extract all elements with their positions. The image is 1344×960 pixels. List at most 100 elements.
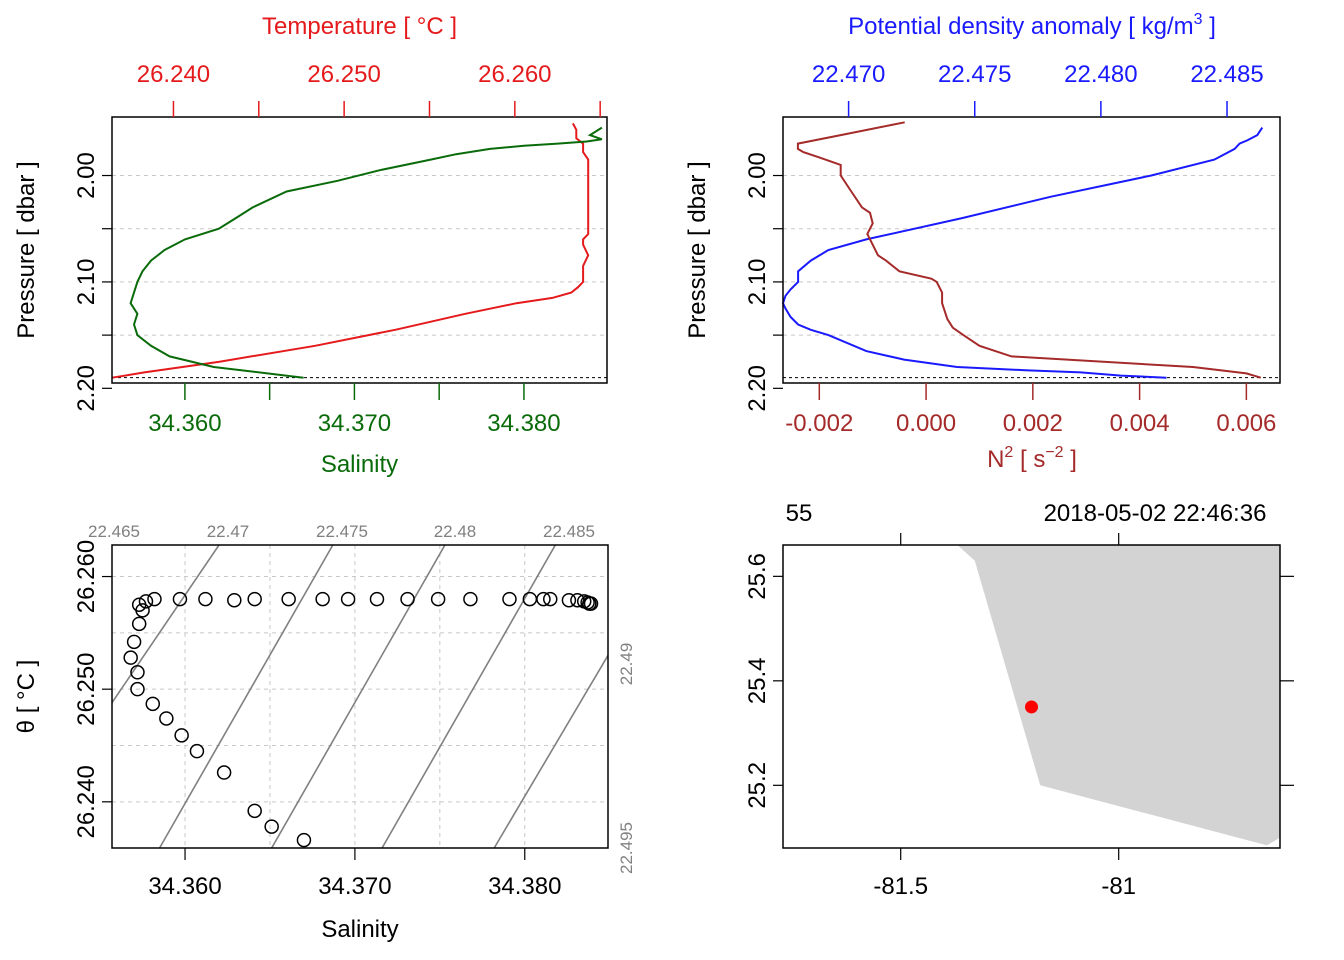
y-tick-label: 25.4 [744, 657, 771, 704]
y-axis-label: Pressure [ dbar ] [684, 161, 711, 338]
top-axis-title: Temperature [ °C ] [262, 13, 457, 40]
top-tick-label: 26.240 [137, 61, 210, 88]
x-tick-label: 34.360 [148, 873, 221, 900]
x-tick-label: -81 [1101, 873, 1136, 900]
ts-point [315, 591, 330, 607]
ts-point [130, 681, 145, 697]
ts-point [130, 665, 145, 680]
bottom-title-n: N [987, 446, 1004, 473]
y-tick-label: 25.6 [744, 553, 771, 600]
bottom-title-sup2: −2 [1045, 444, 1063, 461]
top-title-main: Potential density anomaly [ kg/m [848, 13, 1194, 40]
ts-point [340, 591, 356, 607]
bottom-title-sup: 2 [1004, 444, 1013, 461]
y-tick-label: 2.20 [744, 365, 771, 412]
ts-point [189, 743, 205, 759]
ts-point [227, 592, 242, 608]
density-contour [381, 545, 557, 848]
y-tick-label: 2.00 [744, 152, 771, 199]
ts-point [247, 803, 262, 819]
top-title-end: ] [1203, 13, 1216, 40]
ts-point [131, 597, 147, 612]
ts-point [247, 591, 262, 607]
ts-point [264, 819, 279, 834]
ts-point [281, 591, 296, 607]
ts-point [542, 591, 558, 607]
contour-label-top: 22.465 [88, 522, 140, 541]
y-axis-label: Pressure [ dbar ] [13, 161, 40, 338]
station-point [1025, 700, 1038, 714]
land-polygon [957, 545, 1280, 846]
density-contour [493, 654, 608, 848]
bottom-tick-label: 0.000 [896, 410, 956, 437]
contour-label-right: 22.495 [617, 822, 636, 874]
plot-frame [782, 544, 1281, 849]
plot-frame [782, 116, 1281, 384]
n2-line [796, 121, 1262, 379]
ts-diagram-panel: 34.360 34.370 34.380 Salinity 26.240 26.250 26… [13, 522, 636, 943]
contour-label-top: 22.48 [434, 522, 477, 541]
ts-point [430, 591, 446, 607]
bottom-tick-label: -0.002 [785, 410, 853, 437]
ts-point [463, 591, 478, 607]
contour-label-right: 22.49 [617, 643, 636, 686]
density-line [781, 127, 1264, 379]
bottom-tick-label: 0.004 [1110, 410, 1170, 437]
y-tick-label: 2.10 [744, 259, 771, 306]
top-tick-label: 22.475 [938, 61, 1011, 88]
y-tick-label: 2.00 [73, 152, 100, 199]
bottom-tick-label: 0.006 [1216, 410, 1276, 437]
top-tick-label: 22.485 [1190, 61, 1263, 88]
y-tick-label: 26.250 [73, 652, 100, 725]
y-axis-label: θ [ °C ] [13, 660, 40, 734]
ts-point [561, 592, 577, 608]
density-contour [112, 545, 220, 704]
bottom-title-end: ] [1064, 446, 1077, 473]
bottom-tick-label: 34.360 [148, 410, 221, 437]
bottom-tick-label: 34.370 [318, 410, 391, 437]
plot-frame [111, 544, 609, 849]
ts-point [131, 616, 147, 632]
x-tick-label: -81.5 [873, 873, 928, 900]
ts-point [126, 634, 142, 650]
ts-point [582, 596, 597, 611]
x-tick-label: 34.370 [318, 873, 391, 900]
ts-point [138, 594, 154, 609]
top-title-sup: 3 [1194, 11, 1203, 28]
contour-label-top: 22.475 [316, 522, 368, 541]
y-tick-label: 26.240 [73, 765, 100, 838]
ts-point [536, 591, 551, 607]
y-tick-label: 26.260 [73, 540, 100, 613]
top-axis-title: Potential density anomaly [ kg/m3 ] [848, 11, 1216, 40]
temperature-line [111, 122, 590, 379]
ts-point [172, 591, 188, 607]
x-axis-label: Salinity [321, 916, 398, 943]
station-map-panel: -81.5 -81 25.2 25.4 25.6 55 2018-05-02 22:46:3… [744, 500, 1294, 900]
x-tick-label: 34.380 [488, 873, 561, 900]
ts-point [369, 591, 385, 607]
top-tick-label: 22.480 [1064, 61, 1137, 88]
plot-frame [111, 116, 608, 384]
y-tick-label: 25.2 [744, 762, 771, 809]
ts-point [123, 650, 138, 665]
ts-point [198, 591, 213, 607]
bottom-tick-label: 0.002 [1003, 410, 1063, 437]
ts-point [159, 711, 174, 726]
bottom-tick-label: 34.380 [487, 410, 560, 437]
top-tick-label: 26.250 [307, 61, 380, 88]
bottom-title-mid: [ s [1013, 446, 1045, 473]
density-n2-panel: 2.00 2.10 2.20 Pressure [ dbar ] 22.470 22.47… [684, 11, 1281, 473]
y-tick-label: 2.20 [73, 365, 100, 412]
contour-label-top: 22.47 [207, 522, 250, 541]
ts-point [147, 591, 162, 607]
density-contours [112, 545, 608, 848]
ts-point [145, 696, 161, 712]
ts-profile-panel: 2.00 2.10 2.20 Pressure [ dbar ] 26.240 26.25… [13, 13, 608, 478]
salinity-line [129, 126, 603, 379]
ts-point [174, 728, 189, 743]
top-tick-label: 22.470 [812, 61, 885, 88]
station-time-label: 2018-05-02 22:46:36 [1044, 500, 1267, 527]
ts-point [296, 832, 312, 848]
bottom-axis-title: N2 [ s−2 ] [987, 444, 1077, 473]
